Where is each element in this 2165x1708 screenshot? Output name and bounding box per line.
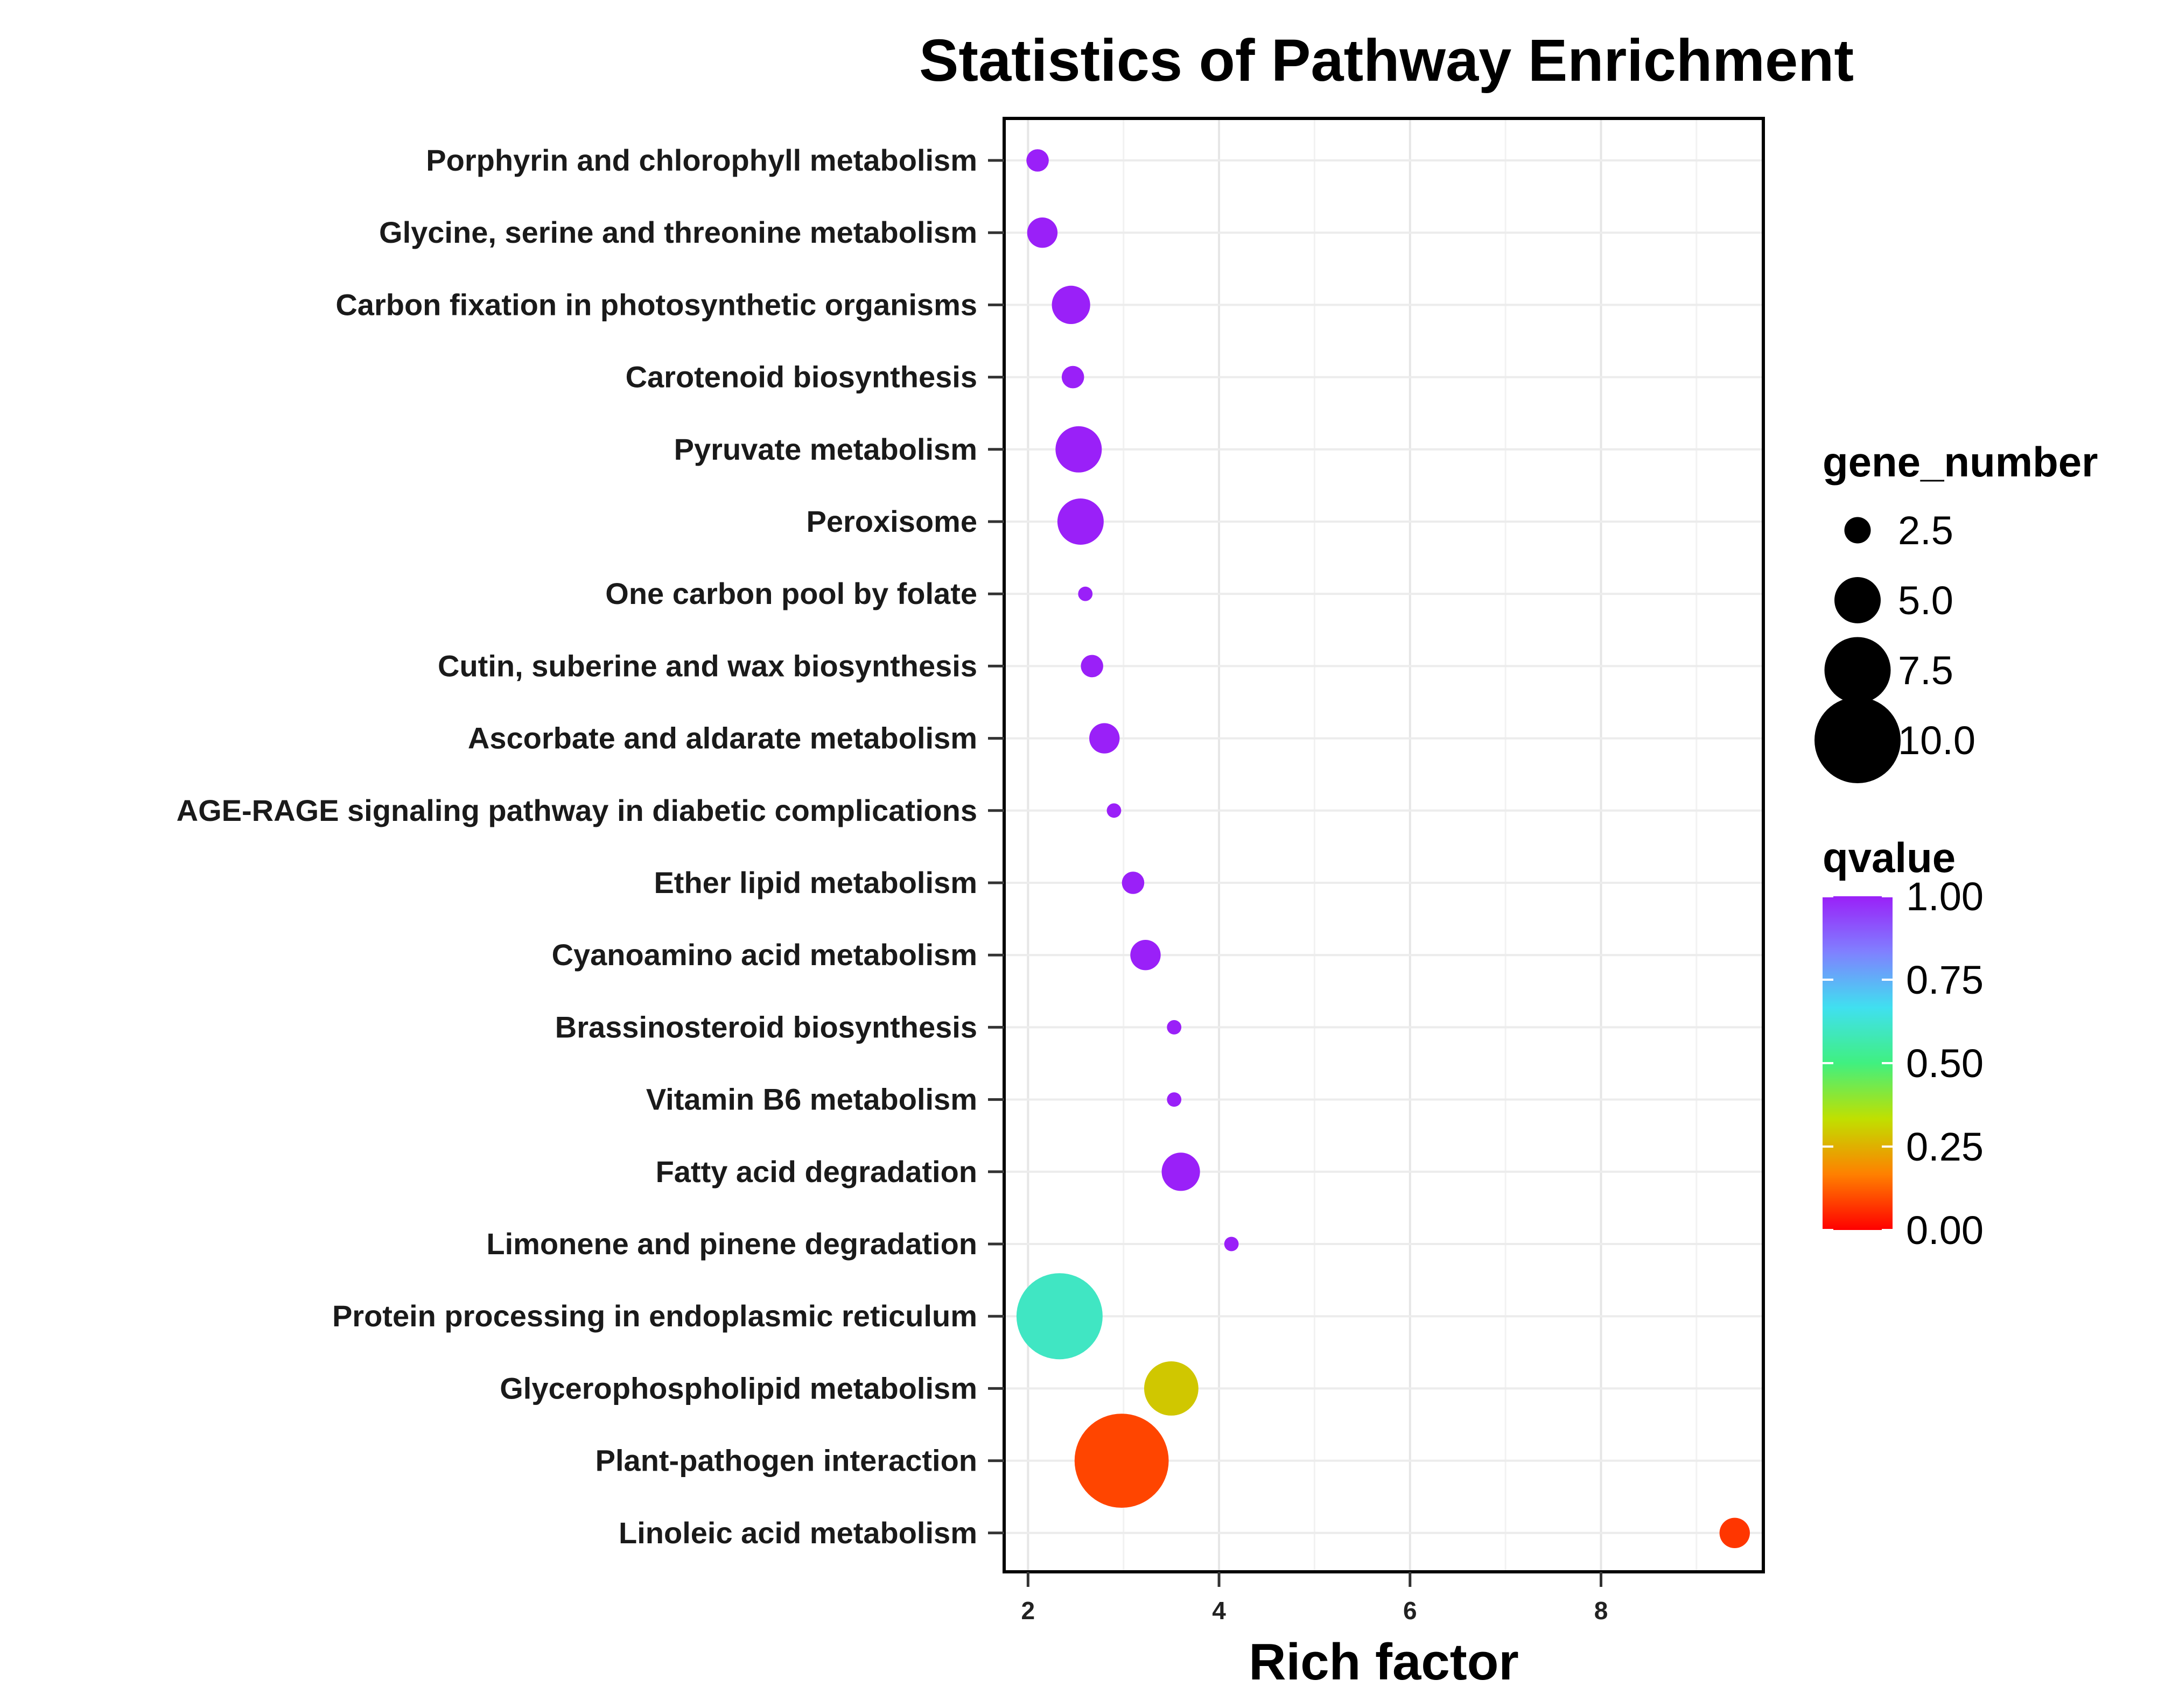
y-tick-label: Limonene and pinene degradation: [486, 1227, 977, 1261]
y-tick-label: Glycerophospholipid metabolism: [500, 1371, 977, 1405]
data-point: [1016, 1273, 1103, 1360]
color-legend-title: qvalue: [1823, 834, 1956, 881]
y-axis: Porphyrin and chlorophyll metabolism Glyc…: [177, 143, 1004, 1550]
data-point: [1027, 217, 1058, 248]
colorbar-label: 1.00: [1906, 874, 1984, 919]
data-point: [1078, 586, 1093, 601]
x-axis: 2 4 6 8: [1021, 1572, 1608, 1625]
size-legend-label: 2.5: [1898, 508, 1953, 553]
size-legend: gene_number 2.5 5.0 7.5 10.0: [1814, 438, 2098, 783]
y-tick-label: Fatty acid degradation: [656, 1155, 977, 1189]
data-point: [1057, 498, 1104, 545]
data-point: [1055, 426, 1102, 473]
data-point: [1026, 149, 1049, 172]
data-point: [1081, 655, 1103, 678]
data-point: [1224, 1236, 1239, 1252]
x-tick-label: 2: [1021, 1597, 1035, 1625]
colorbar-ticks: 1.00 0.75 0.50 0.25 0.00: [1823, 874, 1984, 1253]
x-tick-label: 4: [1212, 1597, 1226, 1625]
y-tick-label: Protein processing in endoplasmic reticu…: [332, 1299, 977, 1333]
colorbar-label: 0.50: [1906, 1041, 1984, 1086]
chart-title: Statistics of Pathway Enrichment: [919, 27, 1854, 94]
size-legend-label: 5.0: [1898, 578, 1953, 623]
data-point: [1719, 1517, 1750, 1548]
data-point: [1089, 723, 1120, 754]
size-legend-dot: [1814, 697, 1901, 783]
y-tick-label: Glycine, serine and threonine metabolism: [379, 215, 977, 249]
y-tick-label: Ether lipid metabolism: [654, 866, 977, 899]
color-legend: qvalue 1.00 0.75 0.50 0.25 0.00: [1823, 834, 1984, 1253]
data-point: [1167, 1092, 1182, 1107]
y-tick-label: Carotenoid biosynthesis: [626, 360, 977, 394]
y-tick-label: Pyruvate metabolism: [674, 432, 977, 466]
y-tick-label: AGE-RAGE signaling pathway in diabetic c…: [177, 793, 977, 827]
y-tick-label: Cutin, suberine and wax biosynthesis: [438, 649, 977, 683]
data-point: [1161, 1152, 1200, 1191]
data-point: [1074, 1414, 1169, 1508]
data-point: [1061, 366, 1084, 389]
y-tick-label: Peroxisome: [807, 504, 978, 538]
plot-border: [1003, 117, 1765, 1573]
colorbar-label: 0.00: [1906, 1208, 1984, 1253]
colorbar-label: 0.25: [1906, 1124, 1984, 1169]
y-tick-label: Ascorbate and aldarate metabolism: [468, 721, 977, 755]
qvalue-colorbar: [1823, 896, 1893, 1230]
y-tick-label: One carbon pool by folate: [605, 577, 977, 610]
data-points: [1016, 149, 1750, 1548]
data-point: [1052, 285, 1090, 325]
size-legend-title: gene_number: [1823, 438, 2098, 486]
data-point: [1167, 1020, 1182, 1035]
plot-background: [1004, 118, 1763, 1572]
size-legend-items: 2.5 5.0 7.5 10.0: [1814, 508, 1975, 783]
x-axis-title: Rich factor: [1249, 1633, 1518, 1691]
y-tick-label: Plant-pathogen interaction: [595, 1444, 977, 1478]
size-legend-label: 7.5: [1898, 648, 1953, 693]
data-point: [1122, 871, 1145, 894]
x-tick-label: 8: [1594, 1597, 1608, 1625]
plot-area: [1003, 117, 1765, 1573]
colorbar-label: 0.75: [1906, 958, 1984, 1002]
y-tick-label: Linoleic acid metabolism: [619, 1516, 977, 1550]
data-point: [1130, 940, 1161, 971]
grid-lines: [1004, 118, 1763, 1572]
x-tick-label: 6: [1403, 1597, 1417, 1625]
size-legend-dot: [1824, 637, 1891, 704]
data-point: [1144, 1361, 1199, 1416]
y-tick-label: Vitamin B6 metabolism: [646, 1083, 977, 1116]
size-legend-dot: [1834, 577, 1881, 623]
y-tick-label: Cyanoamino acid metabolism: [552, 938, 977, 972]
size-legend-label: 10.0: [1898, 718, 1975, 763]
y-tick-label: Brassinosteroid biosynthesis: [555, 1010, 977, 1044]
data-point: [1106, 803, 1122, 818]
y-tick-label: Carbon fixation in photosynthetic organi…: [335, 287, 977, 321]
y-tick-label: Porphyrin and chlorophyll metabolism: [426, 143, 977, 177]
size-legend-dot: [1844, 517, 1871, 544]
